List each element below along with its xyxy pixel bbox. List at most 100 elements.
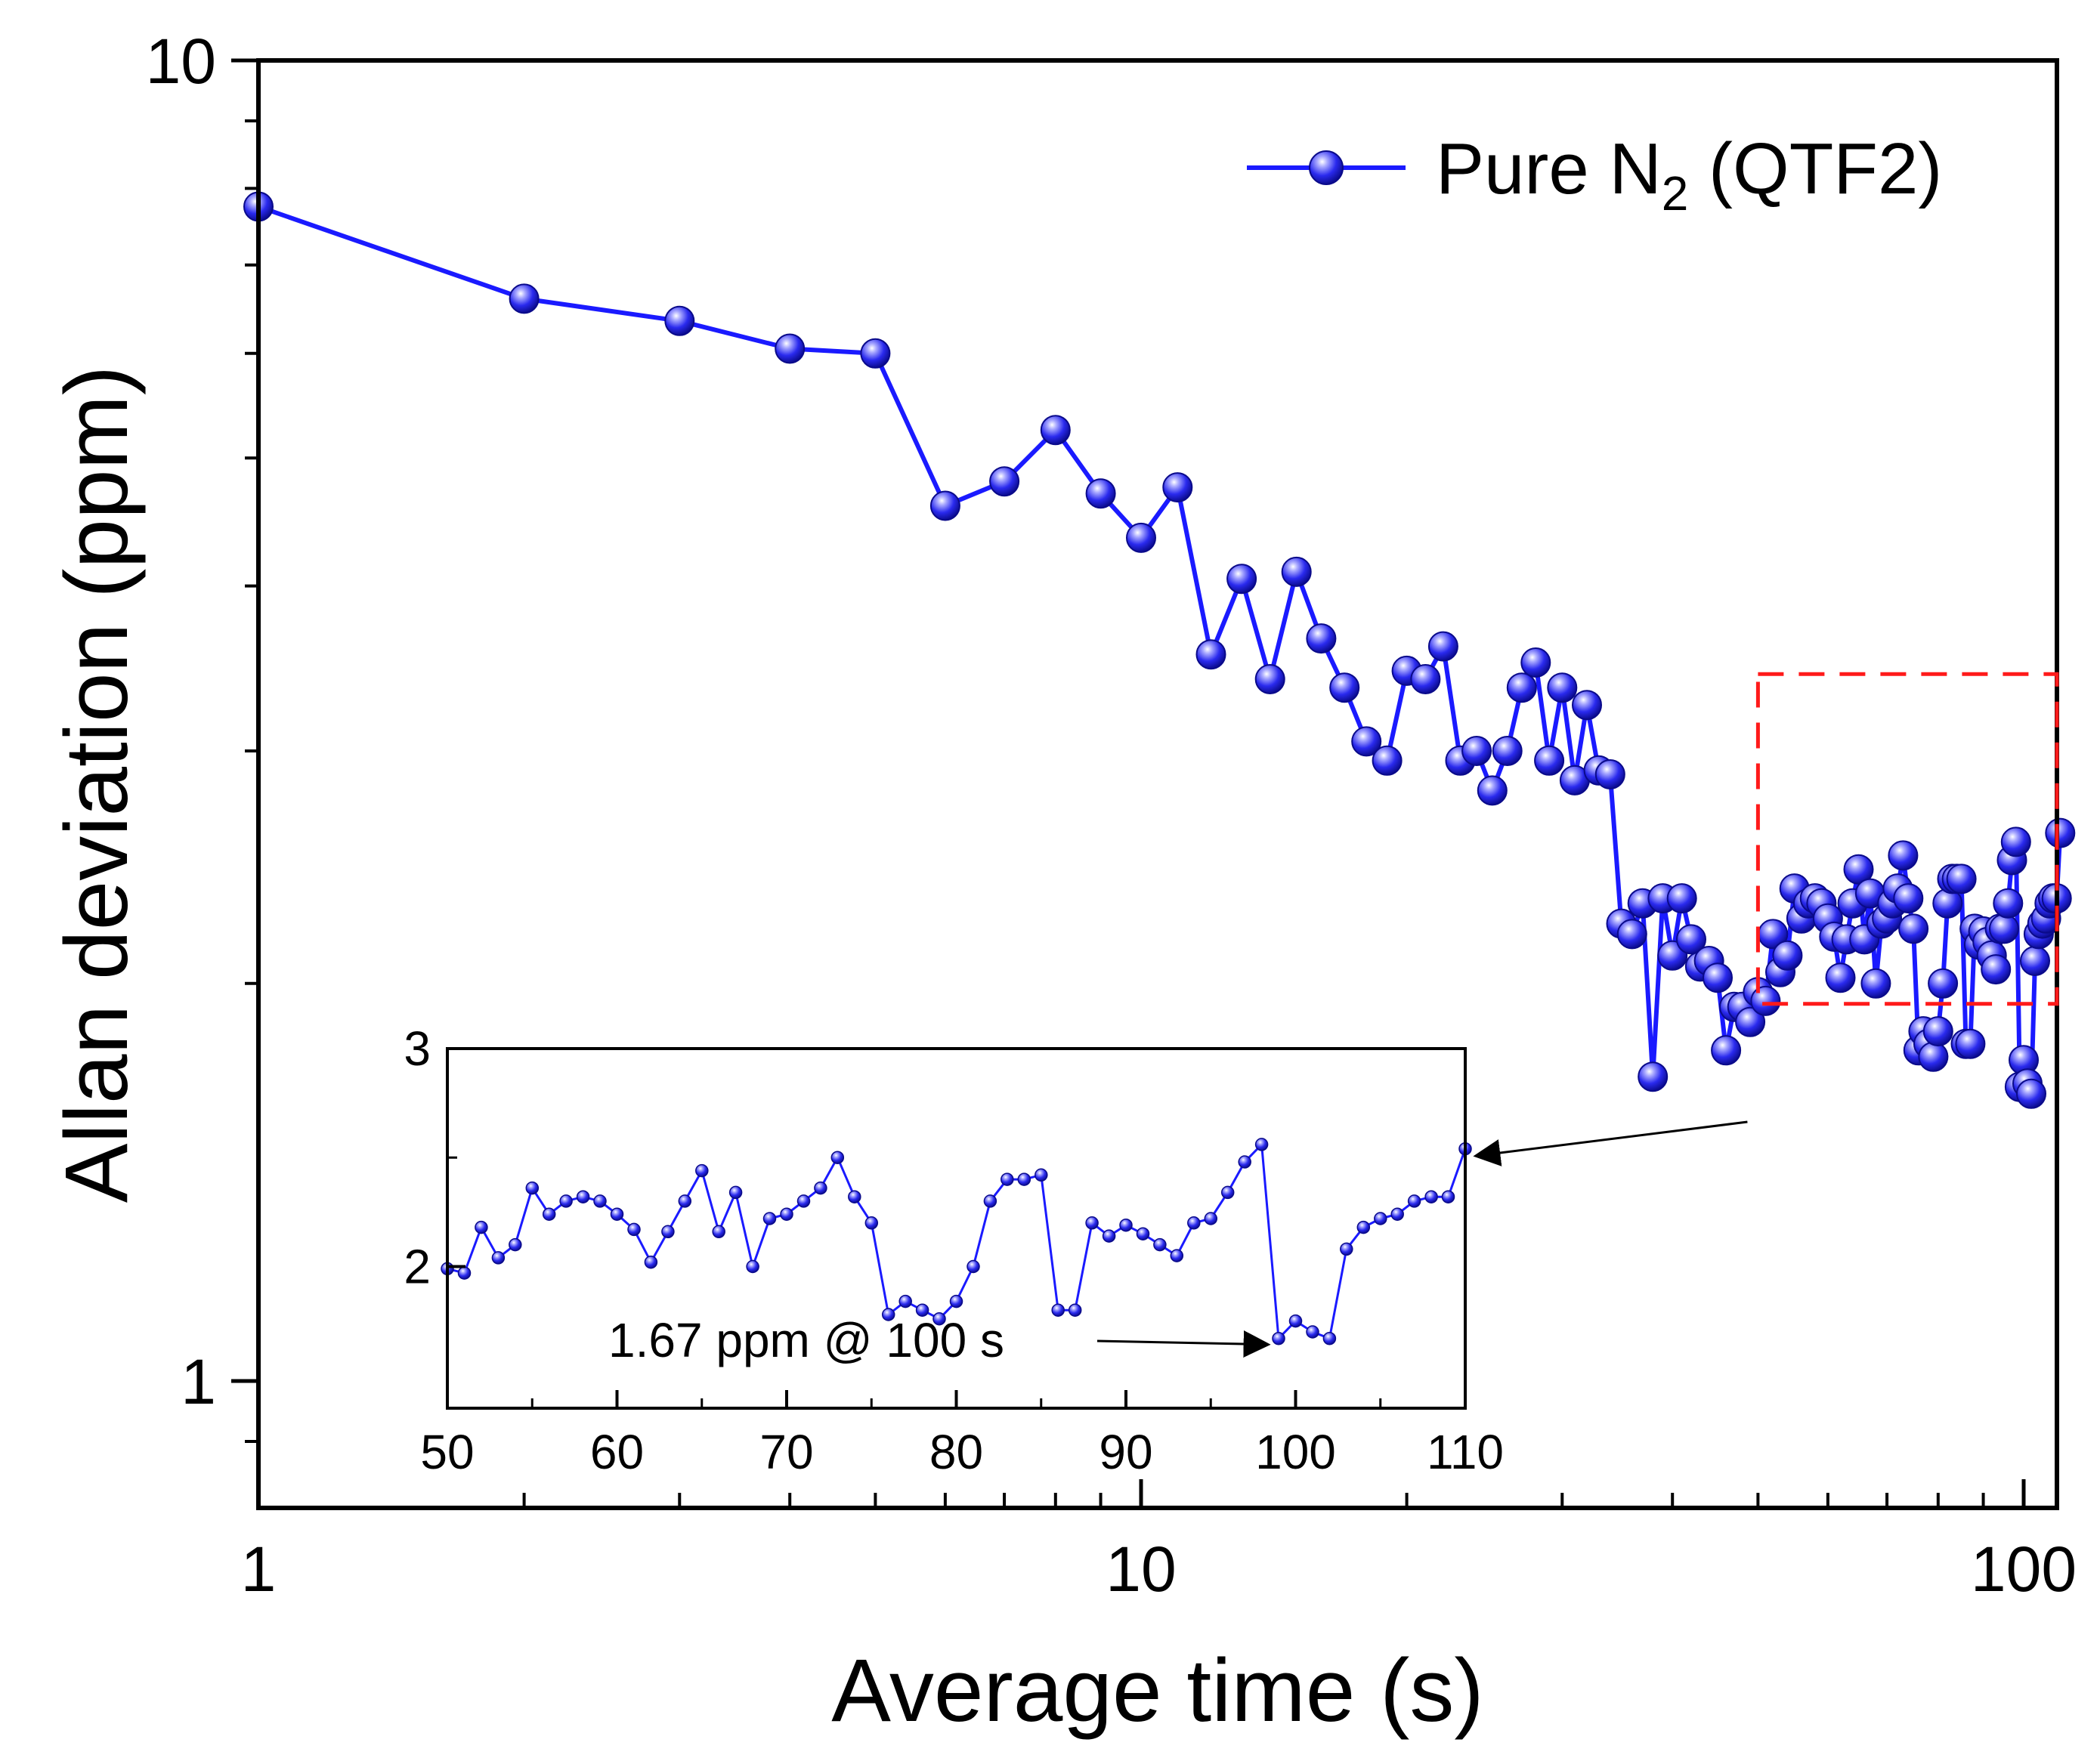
main-data-point	[929, 490, 960, 521]
main-data-point	[664, 305, 695, 336]
inset-x-tick-label: 70	[759, 1425, 813, 1479]
inset-data-point	[1001, 1172, 1014, 1186]
main-plot: 1 10 100 1 10 Average time (s) Allan deviat…	[47, 26, 2077, 1741]
inset-data-point	[1187, 1216, 1201, 1230]
main-data-point	[1162, 472, 1193, 503]
main-data-point	[1955, 1028, 1986, 1059]
inset-data-point	[1322, 1331, 1337, 1345]
main-data-point	[1534, 745, 1565, 776]
inset-data-point	[1035, 1168, 1048, 1182]
inset-data-point	[695, 1163, 709, 1178]
main-data-point	[1126, 522, 1156, 553]
inset-data-point	[1238, 1155, 1251, 1169]
inset-data-point	[1051, 1303, 1065, 1317]
inset-x-tick-label: 90	[1099, 1425, 1152, 1479]
main-data-point	[1989, 913, 2019, 944]
inset-data-point	[1424, 1190, 1438, 1203]
legend: Pure N2 (QTF2)	[1247, 128, 1942, 221]
main-data-point	[1410, 664, 1441, 694]
main-data-point	[1860, 968, 1891, 999]
inset-data-point	[932, 1311, 946, 1326]
inset-data-point	[644, 1255, 658, 1269]
legend-marker	[1309, 150, 1344, 185]
main-data-point	[1594, 759, 1625, 789]
main-data-point	[1492, 736, 1523, 766]
main-data-point	[1676, 924, 1706, 955]
main-x-tick-label: 1	[241, 1534, 277, 1605]
main-x-tick-label: 10	[1106, 1534, 1176, 1605]
inset-data-point	[1068, 1303, 1082, 1317]
main-data-point	[1195, 639, 1226, 670]
inset-data-point	[1407, 1194, 1421, 1208]
inset-data-point	[1356, 1220, 1371, 1234]
inset-data-point	[1153, 1237, 1167, 1252]
inset-data-point	[1170, 1249, 1184, 1262]
inset-x-tick-label: 50	[420, 1425, 474, 1479]
inset-plot: 50 60 70 80 90 100 110 23 1.67 ppm @ 100 s	[404, 1021, 1504, 1479]
main-data-point	[1703, 962, 1733, 993]
inset-data-point	[1374, 1212, 1387, 1225]
main-data-point	[2000, 826, 2031, 857]
inset-annotation-arrow	[1096, 1330, 1271, 1358]
legend-label: Pure N2 (QTF2)	[1436, 128, 1942, 221]
main-data-point	[1928, 968, 1959, 999]
inset-data-point	[898, 1294, 912, 1308]
main-data-point	[1477, 775, 1508, 806]
main-data-point	[509, 283, 540, 314]
inset-y-tick-label: 2	[404, 1239, 431, 1293]
main-data-point	[1711, 1035, 1742, 1066]
main-data-point	[1888, 840, 1919, 871]
inset-x-tick-label: 110	[1427, 1425, 1504, 1479]
inset-data-point	[1340, 1242, 1353, 1256]
main-data-point	[1372, 745, 1403, 776]
main-data-point	[1893, 883, 1924, 914]
main-y-tick-label: 1	[181, 1346, 216, 1417]
main-y-ticks: 1 10	[146, 26, 258, 1443]
legend-label-tail: (QTF2)	[1688, 128, 1942, 209]
inset-data-point	[491, 1251, 506, 1265]
inset-x-ticks: 50 60 70 80 90 100 110	[420, 1390, 1504, 1479]
inset-data-point	[1272, 1331, 1285, 1345]
main-data-point	[1520, 647, 1551, 678]
main-data-point	[1281, 556, 1312, 587]
inset-data-point	[1017, 1172, 1031, 1186]
inset-data-point	[1306, 1325, 1319, 1339]
main-data-point	[1666, 883, 1697, 914]
main-data-point	[1922, 1016, 1953, 1047]
zoom-region-box	[1755, 672, 2059, 1006]
inset-data-point	[1119, 1218, 1133, 1232]
inset-data-point	[966, 1259, 980, 1274]
inset-data-point	[780, 1207, 793, 1221]
main-x-tick-label: 100	[1971, 1534, 2077, 1605]
main-data-point	[1843, 854, 1874, 885]
legend-label-main: Pure N	[1436, 128, 1662, 209]
main-data-point	[775, 333, 806, 364]
main-data-point	[1506, 672, 1537, 703]
inset-data-point	[881, 1308, 895, 1321]
main-series	[243, 191, 2076, 1109]
inset-data-point	[762, 1212, 777, 1225]
main-y-tick-label: 10	[146, 26, 216, 97]
inset-background	[447, 1049, 1465, 1408]
main-data-point	[860, 338, 891, 369]
inset-data-point	[1102, 1229, 1116, 1243]
inset-data-point	[1254, 1138, 1269, 1151]
inset-data-point	[746, 1259, 759, 1274]
main-data-point	[1427, 631, 1458, 662]
inset-data-point	[848, 1190, 861, 1203]
inset-data-point	[1085, 1216, 1099, 1230]
main-data-point	[1825, 962, 1856, 993]
inset-data-point	[576, 1190, 590, 1203]
inset-data-point	[1204, 1212, 1218, 1225]
x-axis-label: Average time (s)	[831, 1641, 1483, 1741]
inset-x-tick-label: 80	[929, 1425, 983, 1479]
main-data-point	[1616, 919, 1647, 950]
main-data-point	[1547, 672, 1578, 703]
inset-data-point	[661, 1225, 675, 1239]
inset-data-point	[915, 1303, 929, 1317]
inset-y-tick-label: 3	[404, 1021, 431, 1076]
inset-data-point	[1288, 1314, 1303, 1328]
main-data-point	[1993, 888, 2024, 919]
inset-data-point	[525, 1181, 540, 1195]
